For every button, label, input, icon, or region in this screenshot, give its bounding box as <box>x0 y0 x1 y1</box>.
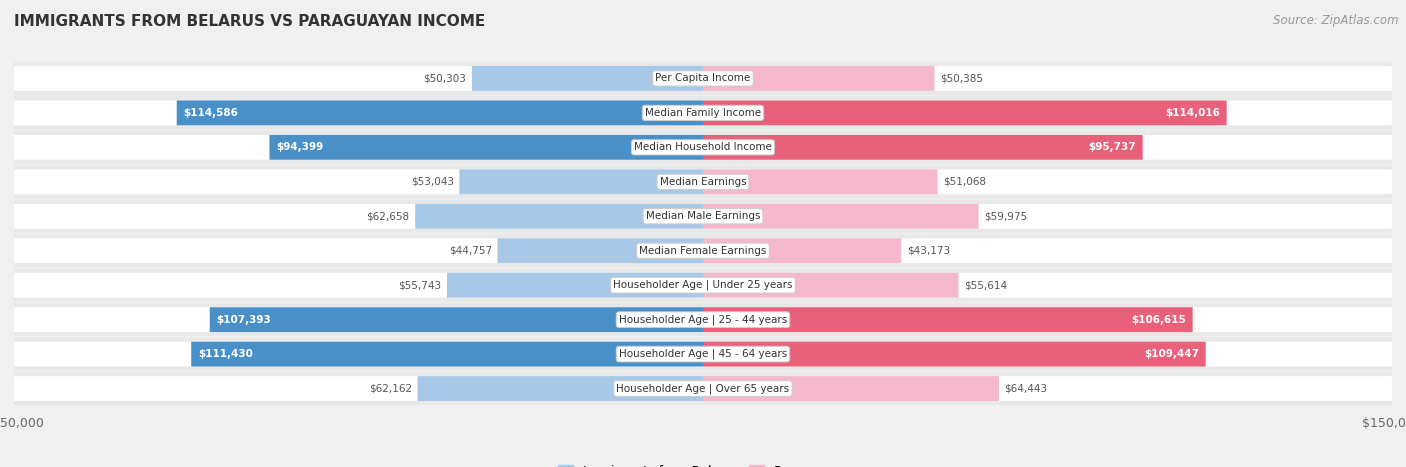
FancyBboxPatch shape <box>472 66 703 91</box>
Text: $95,737: $95,737 <box>1088 142 1136 152</box>
FancyBboxPatch shape <box>460 170 703 194</box>
Text: Median Female Earnings: Median Female Earnings <box>640 246 766 256</box>
FancyBboxPatch shape <box>703 170 938 194</box>
Text: $50,385: $50,385 <box>941 73 983 84</box>
Text: Householder Age | Over 65 years: Householder Age | Over 65 years <box>616 383 790 394</box>
FancyBboxPatch shape <box>447 273 703 297</box>
FancyBboxPatch shape <box>14 131 1392 164</box>
FancyBboxPatch shape <box>209 307 703 332</box>
FancyBboxPatch shape <box>703 307 1192 332</box>
FancyBboxPatch shape <box>703 376 1000 401</box>
Text: $62,658: $62,658 <box>367 211 409 221</box>
Text: $94,399: $94,399 <box>277 142 323 152</box>
FancyBboxPatch shape <box>270 135 703 160</box>
Text: $62,162: $62,162 <box>368 383 412 394</box>
Text: $106,615: $106,615 <box>1130 315 1185 325</box>
FancyBboxPatch shape <box>14 100 1392 125</box>
FancyBboxPatch shape <box>418 376 703 401</box>
FancyBboxPatch shape <box>14 269 1392 302</box>
FancyBboxPatch shape <box>14 376 1392 401</box>
Text: $55,614: $55,614 <box>965 280 1007 290</box>
FancyBboxPatch shape <box>177 100 703 125</box>
FancyBboxPatch shape <box>14 135 1392 160</box>
FancyBboxPatch shape <box>14 303 1392 336</box>
Text: IMMIGRANTS FROM BELARUS VS PARAGUAYAN INCOME: IMMIGRANTS FROM BELARUS VS PARAGUAYAN IN… <box>14 14 485 29</box>
FancyBboxPatch shape <box>14 234 1392 267</box>
FancyBboxPatch shape <box>14 307 1392 332</box>
FancyBboxPatch shape <box>703 342 1206 367</box>
Text: Householder Age | 45 - 64 years: Householder Age | 45 - 64 years <box>619 349 787 359</box>
Text: Median Household Income: Median Household Income <box>634 142 772 152</box>
Text: Householder Age | 25 - 44 years: Householder Age | 25 - 44 years <box>619 314 787 325</box>
Text: Householder Age | Under 25 years: Householder Age | Under 25 years <box>613 280 793 290</box>
FancyBboxPatch shape <box>14 62 1392 95</box>
Text: $114,586: $114,586 <box>184 108 239 118</box>
Text: $107,393: $107,393 <box>217 315 271 325</box>
Text: Per Capita Income: Per Capita Income <box>655 73 751 84</box>
FancyBboxPatch shape <box>14 96 1392 129</box>
FancyBboxPatch shape <box>498 238 703 263</box>
FancyBboxPatch shape <box>703 135 1143 160</box>
FancyBboxPatch shape <box>14 338 1392 371</box>
Text: $55,743: $55,743 <box>398 280 441 290</box>
Text: $111,430: $111,430 <box>198 349 253 359</box>
FancyBboxPatch shape <box>703 238 901 263</box>
FancyBboxPatch shape <box>14 66 1392 91</box>
FancyBboxPatch shape <box>14 273 1392 297</box>
Text: $51,068: $51,068 <box>943 177 986 187</box>
Text: $43,173: $43,173 <box>907 246 950 256</box>
FancyBboxPatch shape <box>14 200 1392 233</box>
FancyBboxPatch shape <box>703 204 979 229</box>
Text: $109,447: $109,447 <box>1144 349 1199 359</box>
FancyBboxPatch shape <box>703 100 1226 125</box>
FancyBboxPatch shape <box>14 238 1392 263</box>
FancyBboxPatch shape <box>14 165 1392 198</box>
FancyBboxPatch shape <box>14 170 1392 194</box>
Text: $64,443: $64,443 <box>1004 383 1047 394</box>
FancyBboxPatch shape <box>703 273 959 297</box>
FancyBboxPatch shape <box>191 342 703 367</box>
FancyBboxPatch shape <box>14 342 1392 367</box>
Text: $59,975: $59,975 <box>984 211 1028 221</box>
FancyBboxPatch shape <box>14 372 1392 405</box>
Text: $53,043: $53,043 <box>411 177 454 187</box>
FancyBboxPatch shape <box>703 66 935 91</box>
Legend: Immigrants from Belarus, Paraguayan: Immigrants from Belarus, Paraguayan <box>553 460 853 467</box>
Text: $50,303: $50,303 <box>423 73 467 84</box>
Text: Median Male Earnings: Median Male Earnings <box>645 211 761 221</box>
FancyBboxPatch shape <box>14 204 1392 229</box>
Text: $44,757: $44,757 <box>449 246 492 256</box>
Text: Source: ZipAtlas.com: Source: ZipAtlas.com <box>1274 14 1399 27</box>
Text: Median Earnings: Median Earnings <box>659 177 747 187</box>
Text: $114,016: $114,016 <box>1166 108 1220 118</box>
FancyBboxPatch shape <box>415 204 703 229</box>
Text: Median Family Income: Median Family Income <box>645 108 761 118</box>
